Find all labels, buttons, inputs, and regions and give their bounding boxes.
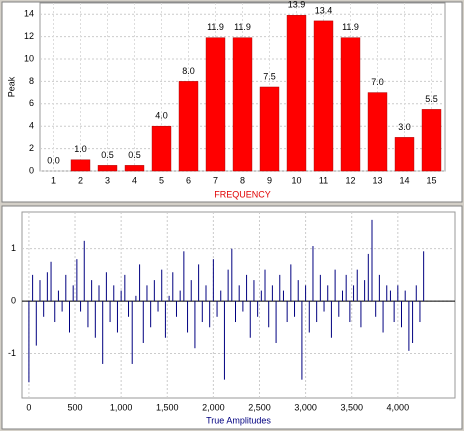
y-tick-label: 12 <box>24 31 34 41</box>
bar <box>70 159 91 172</box>
x-tick-label: 14 <box>399 175 409 185</box>
y-tick-label: 8 <box>29 76 34 86</box>
x-tick-label: 0 <box>26 402 31 412</box>
bar <box>97 165 118 172</box>
x-tick-label: 2,500 <box>248 402 271 412</box>
bar <box>286 15 307 172</box>
bar <box>313 20 334 172</box>
y-tick-label: 4 <box>29 121 34 131</box>
value-label: 13.4 <box>315 5 333 15</box>
value-label: 1.0 <box>74 144 87 154</box>
x-tick-label: 10 <box>291 175 301 185</box>
value-label: 11.9 <box>342 22 359 32</box>
x-tick-label: 12 <box>345 175 355 185</box>
bar <box>421 109 442 172</box>
value-label: 5.5 <box>425 94 438 104</box>
value-label: 0.5 <box>128 150 141 160</box>
x-tick-label: 2,000 <box>202 402 225 412</box>
x-tick-label: 7 <box>213 175 218 185</box>
bar <box>259 86 280 172</box>
y-tick-label: 0 <box>29 165 34 175</box>
x-tick-label: 4,000 <box>387 402 410 412</box>
x-axis-label: FREQUENCY <box>214 189 271 199</box>
x-tick-label: 3,000 <box>294 402 317 412</box>
value-label: 0.0 <box>47 155 60 165</box>
bar <box>367 92 388 172</box>
value-label: 13.9 <box>288 0 306 10</box>
top-panel <box>1 1 463 203</box>
x-tick-label: 1,500 <box>156 402 179 412</box>
bar <box>124 165 145 172</box>
y-axis-label: Peak <box>6 76 16 97</box>
x-tick-label: 13 <box>372 175 382 185</box>
y-tick-label: 14 <box>24 9 34 19</box>
x-tick-label: 3,500 <box>340 402 363 412</box>
value-label: 7.0 <box>371 77 384 87</box>
x-tick-label: 1 <box>51 175 56 185</box>
x-tick-label: 2 <box>78 175 83 185</box>
y-tick-label: 2 <box>29 143 34 153</box>
x-tick-label: 4 <box>132 175 137 185</box>
bar <box>205 37 226 172</box>
y-tick-label: 6 <box>29 98 34 108</box>
x-tick-label: 6 <box>186 175 191 185</box>
x-tick-label: 11 <box>319 175 328 185</box>
x-tick-label: 9 <box>267 175 272 185</box>
bar <box>394 137 415 172</box>
value-label: 4.0 <box>155 111 168 121</box>
x-tick-label: 3 <box>105 175 110 185</box>
x-tick-label: 1,000 <box>110 402 133 412</box>
value-label: 11.9 <box>234 22 251 32</box>
bar <box>178 81 199 172</box>
value-label: 0.5 <box>101 150 114 160</box>
x-axis-label: True Amplitudes <box>206 415 271 425</box>
bottom-panel <box>1 205 463 430</box>
y-tick-label: 1 <box>11 243 16 253</box>
x-tick-label: 8 <box>240 175 245 185</box>
y-tick-label: -1 <box>8 348 16 358</box>
value-label: 7.5 <box>263 71 276 81</box>
x-tick-label: 500 <box>68 402 83 412</box>
value-label: 8.0 <box>182 66 195 76</box>
value-label: 3.0 <box>398 122 411 132</box>
x-tick-label: 5 <box>159 175 164 185</box>
bar <box>232 37 253 172</box>
plot-area <box>21 211 456 399</box>
y-tick-label: 0 <box>11 295 16 305</box>
bar <box>151 125 172 172</box>
bar <box>340 37 361 172</box>
value-label: 11.9 <box>207 22 224 32</box>
y-tick-label: 10 <box>24 53 34 63</box>
x-tick-label: 15 <box>426 175 436 185</box>
